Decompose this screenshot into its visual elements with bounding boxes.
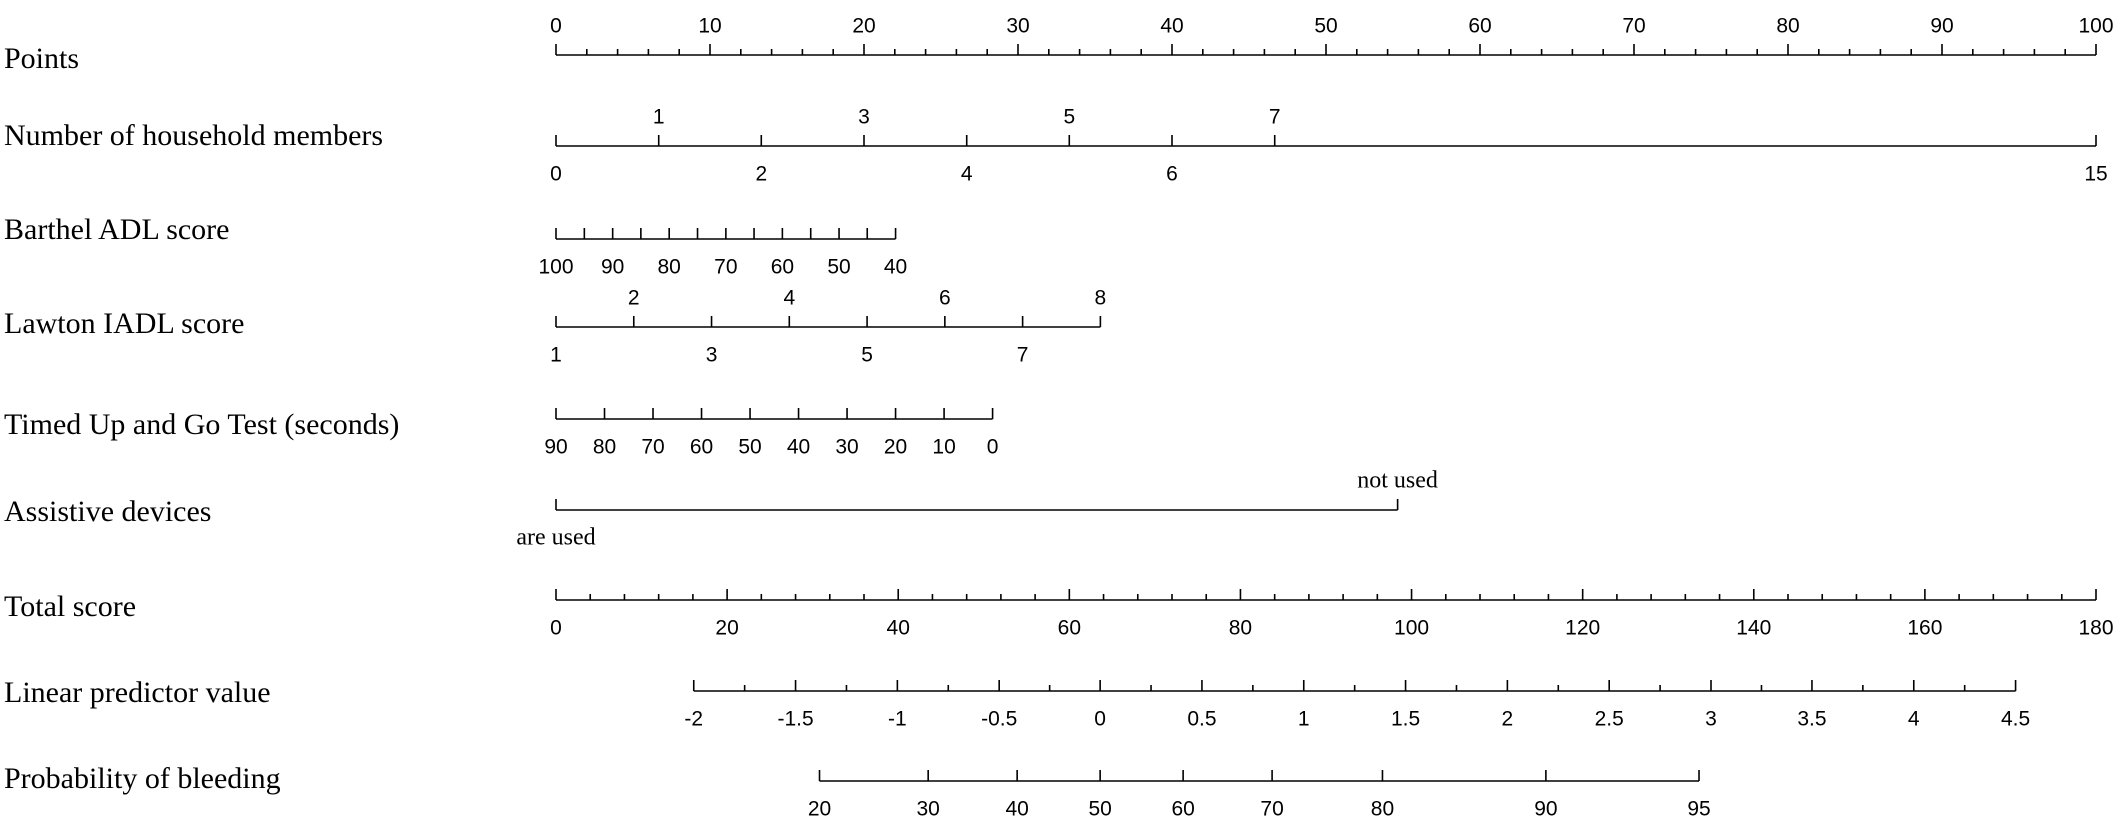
tick-label: 80 bbox=[1776, 15, 1799, 38]
tick-label: 3 bbox=[706, 344, 718, 367]
tick-label: 1 bbox=[1298, 708, 1310, 731]
tick-label: 0 bbox=[550, 15, 562, 38]
tick-label: 30 bbox=[835, 436, 858, 459]
tick-label: 5 bbox=[1063, 106, 1075, 129]
tick-label: 7 bbox=[1269, 106, 1281, 129]
tick-label: 4 bbox=[1908, 708, 1920, 731]
tick-label: 30 bbox=[1006, 15, 1029, 38]
row-label: Timed Up and Go Test (seconds) bbox=[4, 408, 399, 441]
row-label: Lawton IADL score bbox=[4, 307, 244, 340]
tick-label: 100 bbox=[2078, 15, 2113, 38]
tick-label: 50 bbox=[1314, 15, 1337, 38]
tick-label: 4.5 bbox=[2001, 708, 2030, 731]
tick-label: 140 bbox=[1736, 617, 1771, 640]
tick-label: 6 bbox=[939, 287, 951, 310]
tick-label: 60 bbox=[1058, 617, 1081, 640]
tick-label: 7 bbox=[1017, 344, 1029, 367]
tick-label: 1.5 bbox=[1391, 708, 1420, 731]
row-label: Number of household members bbox=[4, 119, 383, 152]
row-label: Points bbox=[4, 42, 79, 75]
row-label: Linear predictor value bbox=[4, 676, 271, 709]
tick-label: 0.5 bbox=[1187, 708, 1216, 731]
tick-label: 70 bbox=[714, 256, 737, 279]
tick-label: 70 bbox=[641, 436, 664, 459]
tick-label: 50 bbox=[1088, 798, 1111, 821]
tick-label: 95 bbox=[1687, 798, 1710, 821]
tick-label: 40 bbox=[1160, 15, 1183, 38]
tick-label: 20 bbox=[715, 617, 738, 640]
tick-label: 40 bbox=[887, 617, 910, 640]
tick-label: 20 bbox=[884, 436, 907, 459]
tick-label: 20 bbox=[852, 15, 875, 38]
tick-label: 60 bbox=[1171, 798, 1194, 821]
tick-label: 15 bbox=[2084, 163, 2107, 186]
tick-label: 2 bbox=[1502, 708, 1514, 731]
tick-label: 40 bbox=[787, 436, 810, 459]
tick-label: 90 bbox=[601, 256, 624, 279]
row-label: Total score bbox=[4, 590, 136, 623]
tick-label: 3 bbox=[1705, 708, 1717, 731]
tick-label: 10 bbox=[932, 436, 955, 459]
tick-label: 2 bbox=[755, 163, 767, 186]
tick-label: 60 bbox=[771, 256, 794, 279]
tick-label: 80 bbox=[1371, 798, 1394, 821]
tick-label: 0 bbox=[550, 163, 562, 186]
tick-label: not used bbox=[1357, 468, 1438, 494]
tick-label: 100 bbox=[1394, 617, 1429, 640]
tick-label: -1 bbox=[888, 708, 907, 731]
tick-label: 60 bbox=[1468, 15, 1491, 38]
tick-label: 0 bbox=[987, 436, 999, 459]
row-label: Probability of bleeding bbox=[4, 762, 281, 795]
tick-label: 0 bbox=[1094, 708, 1106, 731]
tick-label: 60 bbox=[690, 436, 713, 459]
tick-label: 80 bbox=[658, 256, 681, 279]
tick-label: 70 bbox=[1622, 15, 1645, 38]
tick-label: 80 bbox=[593, 436, 616, 459]
tick-label: 6 bbox=[1166, 163, 1178, 186]
tick-label: 10 bbox=[698, 15, 721, 38]
tick-label: 1 bbox=[653, 106, 665, 129]
tick-label: 70 bbox=[1260, 798, 1283, 821]
tick-label: 2 bbox=[628, 287, 640, 310]
tick-label: 2.5 bbox=[1595, 708, 1624, 731]
tick-label: 40 bbox=[884, 256, 907, 279]
tick-label: 30 bbox=[916, 798, 939, 821]
tick-label: 40 bbox=[1005, 798, 1028, 821]
tick-label: 20 bbox=[808, 798, 831, 821]
tick-label: 50 bbox=[738, 436, 761, 459]
tick-label: -2 bbox=[684, 708, 703, 731]
tick-label: 3 bbox=[858, 106, 870, 129]
row-label: Barthel ADL score bbox=[4, 213, 229, 246]
tick-label: 8 bbox=[1095, 287, 1107, 310]
tick-label: 0 bbox=[550, 617, 562, 640]
row-label: Assistive devices bbox=[4, 495, 211, 528]
tick-label: 100 bbox=[538, 256, 573, 279]
tick-label: 160 bbox=[1907, 617, 1942, 640]
tick-label: -0.5 bbox=[981, 708, 1017, 731]
tick-label: 120 bbox=[1565, 617, 1600, 640]
tick-label: 1 bbox=[550, 344, 562, 367]
tick-label: 80 bbox=[1229, 617, 1252, 640]
tick-label: 3.5 bbox=[1797, 708, 1826, 731]
tick-label: 5 bbox=[861, 344, 873, 367]
tick-label: 180 bbox=[2078, 617, 2113, 640]
tick-label: 4 bbox=[961, 163, 973, 186]
tick-label: are used bbox=[516, 525, 595, 551]
tick-label: 90 bbox=[544, 436, 567, 459]
tick-label: -1.5 bbox=[777, 708, 813, 731]
tick-label: 90 bbox=[1534, 798, 1557, 821]
tick-label: 4 bbox=[783, 287, 795, 310]
tick-label: 90 bbox=[1930, 15, 1953, 38]
tick-label: 50 bbox=[827, 256, 850, 279]
